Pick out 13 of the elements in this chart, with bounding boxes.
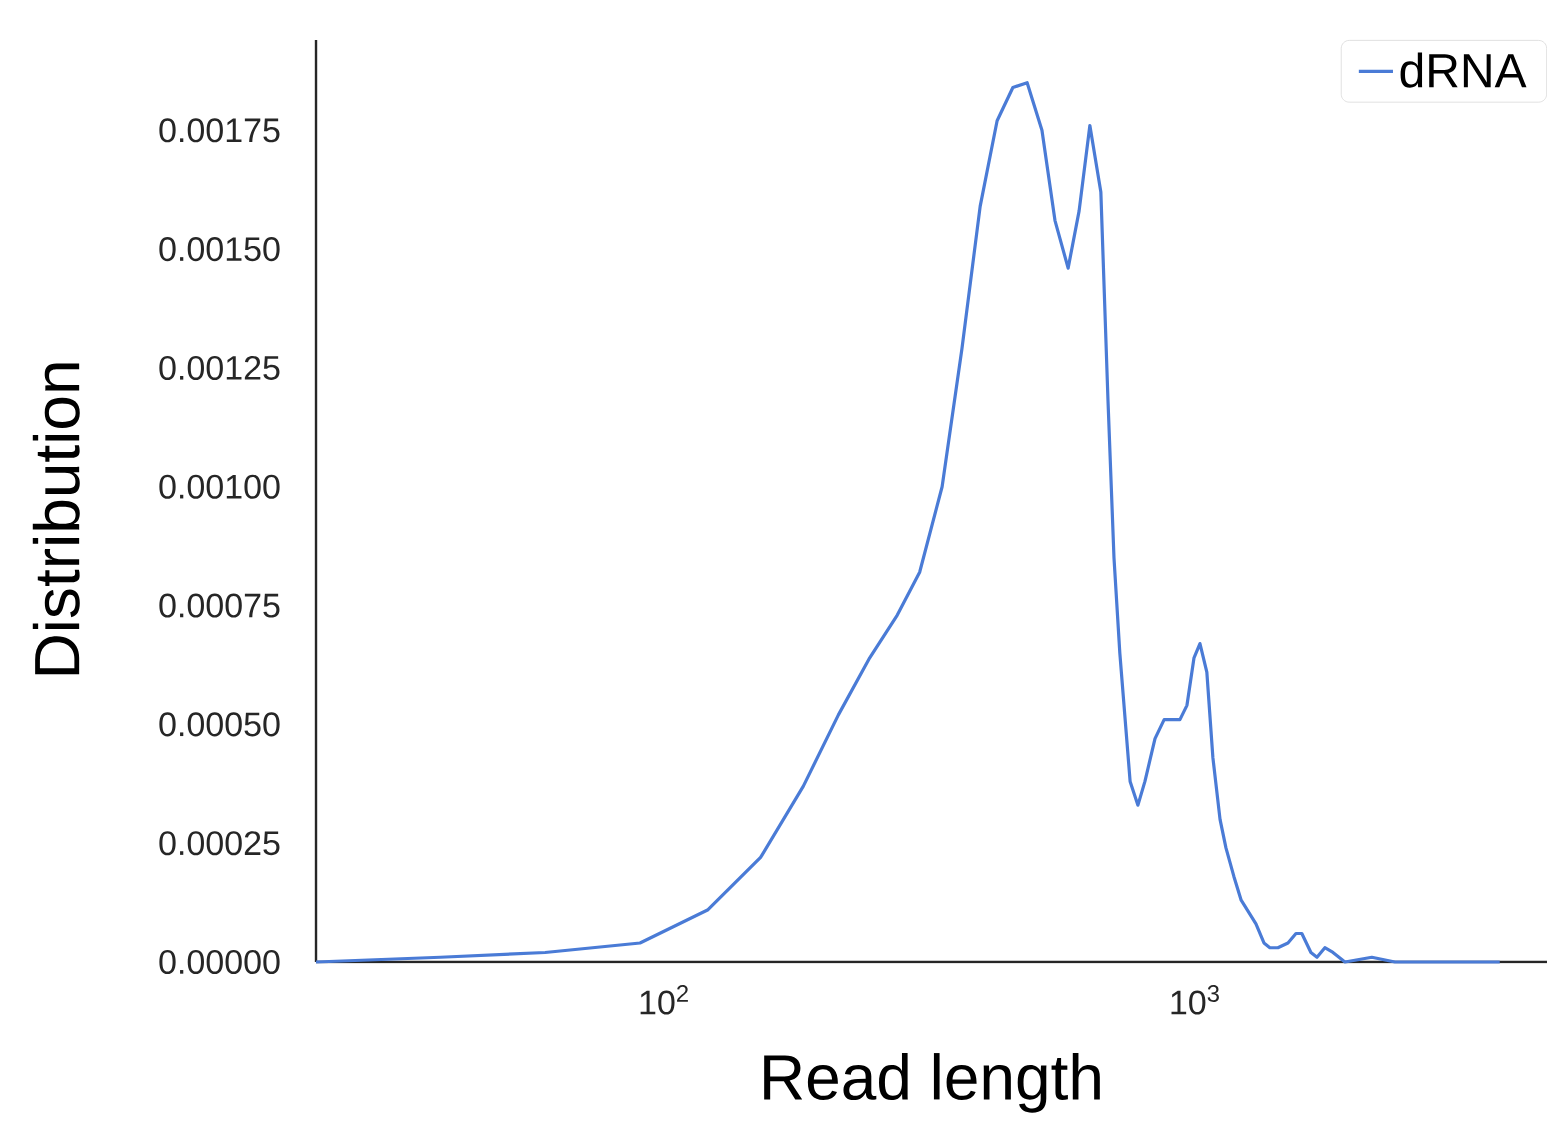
y-tick-label: 0.00125 [159, 355, 280, 380]
y-axis-title: Distribution [32, 363, 80, 675]
y-tick-label: 0.00075 [159, 593, 280, 618]
y-tick-label: 0.00175 [159, 118, 280, 143]
x-axis-title: Read length [764, 1053, 1100, 1113]
y-tick-label: 0.00025 [159, 831, 280, 856]
x-tick-label: 10$^{2}$ [640, 985, 688, 1015]
x-tick-label: 10$^{3}$ [1171, 985, 1219, 1015]
y-tick-label: 0.00000 [159, 949, 280, 975]
y-tick-label: 0.00100 [159, 474, 280, 499]
y-tick-label: 0.00150 [159, 237, 280, 262]
y-tick-label: 0.00050 [159, 712, 280, 737]
legend-label: dRNA [1400, 52, 1527, 88]
